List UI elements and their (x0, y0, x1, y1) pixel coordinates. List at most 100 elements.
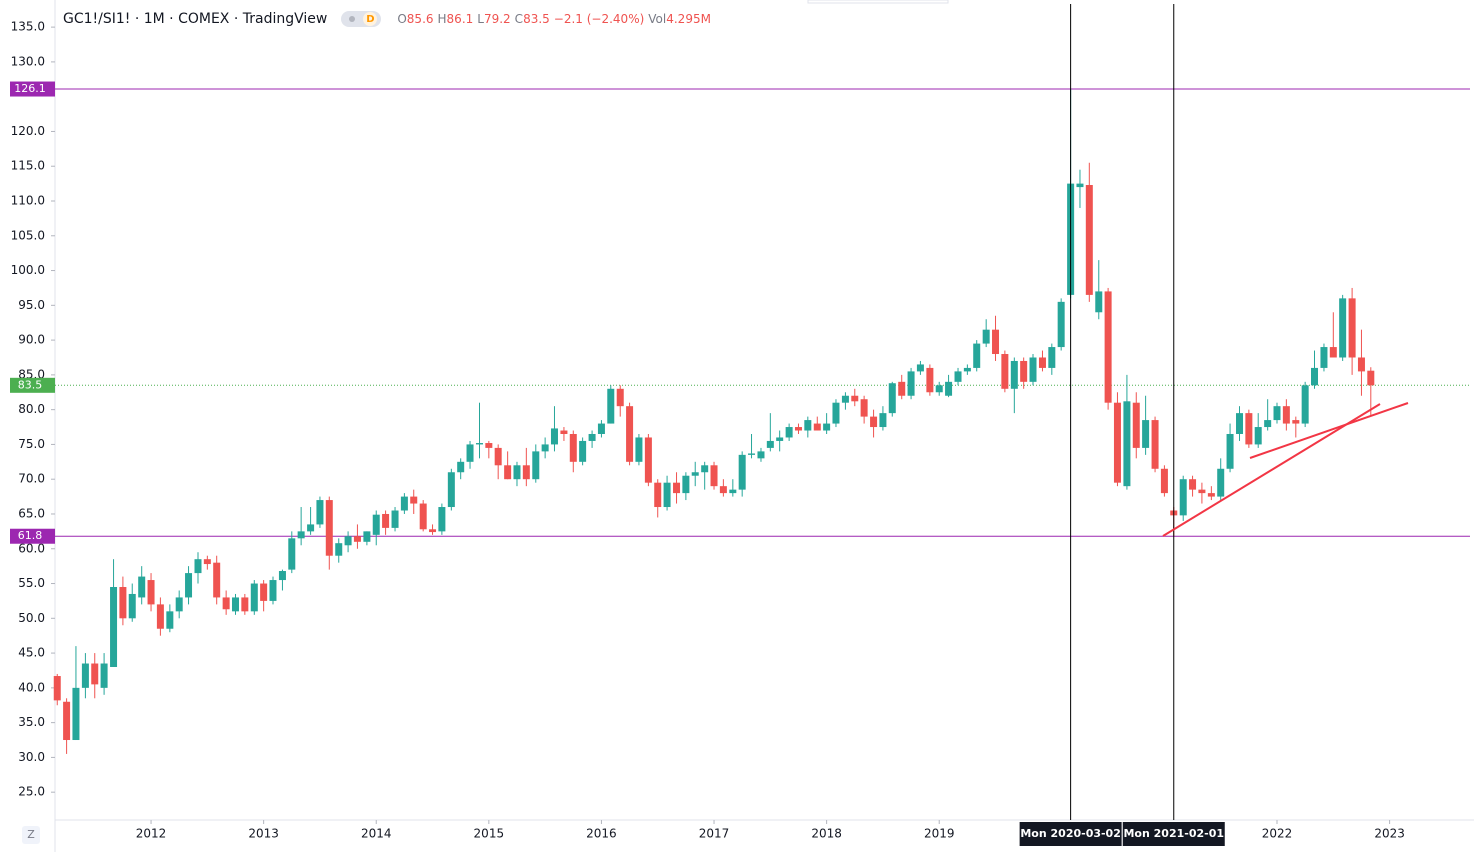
candle-body (550, 428, 558, 445)
candle-body (1132, 402, 1140, 448)
x-tick-label: 2012 (136, 827, 167, 841)
candle-body (1001, 354, 1009, 389)
legend: GC1!/SI1! · 1M · COMEX · TradingView D O… (63, 9, 715, 29)
candle-body (541, 444, 549, 452)
candle-body (579, 440, 587, 462)
candle-body (429, 529, 437, 533)
candle-body (569, 433, 577, 462)
candle-body (738, 454, 746, 490)
candle-body (663, 482, 671, 508)
x-tick-label: 2016 (586, 827, 617, 841)
candle-body (832, 402, 840, 424)
candle-body (119, 587, 127, 619)
y-tick-label: 30.0 (18, 750, 45, 764)
change: −2.1 (−2.40%) (553, 12, 645, 26)
candle-body (963, 367, 971, 372)
price-label-box (10, 528, 55, 544)
candle-body (888, 383, 896, 414)
candle-body (1329, 347, 1337, 358)
x-tick-label: 2022 (1262, 827, 1293, 841)
candle-body (1038, 357, 1046, 368)
y-tick-label: 65.0 (18, 506, 45, 520)
candle-body (1292, 420, 1300, 424)
candle-body (372, 514, 380, 535)
candle-body (898, 381, 906, 396)
candle-body (954, 371, 962, 382)
candle-body (269, 580, 277, 601)
y-tick-label: 115.0 (11, 159, 45, 173)
candle-body (1357, 357, 1365, 372)
candle-body (81, 663, 89, 688)
trend-line (1249, 402, 1409, 459)
price-label-box (10, 81, 55, 97)
candle-body (588, 433, 596, 441)
y-tick-label: 110.0 (11, 194, 45, 208)
candle-body (297, 531, 305, 539)
x-tick-label: 2018 (811, 827, 842, 841)
ohlc-value: 85.6 (406, 12, 434, 26)
candle-body (110, 587, 118, 667)
x-tick-label: 2019 (924, 827, 955, 841)
candle-body (1245, 413, 1253, 445)
date-label-box (1019, 822, 1122, 846)
candle-body (400, 496, 408, 511)
candle-body (475, 443, 483, 445)
candle-body (391, 510, 399, 528)
y-tick-label: 135.0 (11, 20, 45, 34)
y-tick-label: 75.0 (18, 437, 45, 451)
candle-body (916, 364, 924, 372)
candle-body (776, 437, 784, 441)
candle-body (841, 395, 849, 403)
candle-body (241, 597, 249, 612)
candle-body (457, 461, 465, 473)
candle-body (879, 413, 887, 428)
candle-body (485, 443, 493, 448)
candle-body (607, 388, 615, 424)
status-pill[interactable]: D (341, 11, 382, 27)
candle-body (1311, 367, 1319, 386)
candle-body (813, 423, 821, 431)
candle-body (851, 395, 859, 402)
candle-body (1282, 406, 1290, 424)
candle-body (1189, 479, 1197, 490)
y-tick-label: 95.0 (18, 298, 45, 312)
price-label: 126.1 (14, 82, 46, 95)
labels: 25.0 30.0 35.0 40.0 45.0 50.0 55.0 60.0 65.0 70.0… (10, 20, 1405, 846)
candle-body (1104, 291, 1112, 403)
candle-body (156, 604, 164, 629)
ohlc-label: H (437, 12, 447, 26)
candle-body (447, 472, 455, 508)
candle-body (597, 423, 605, 434)
candle-body (147, 580, 155, 605)
candle-body (748, 453, 756, 455)
candle-body (701, 465, 709, 473)
y-tick-label: 50.0 (18, 611, 45, 625)
candle-body (644, 437, 652, 483)
date-label: Mon 2021-02-01 (1123, 827, 1224, 840)
candle-body (982, 329, 990, 344)
date-label: Mon 2020-03-02 (1020, 827, 1121, 840)
candle-body (1029, 357, 1037, 382)
candle-body (288, 538, 296, 570)
ohlc-value: 79.2 (483, 12, 511, 26)
candle-body (213, 562, 221, 598)
x-tick-label: 2023 (1374, 827, 1405, 841)
candle-body (91, 663, 99, 685)
ohlc: O 85.6 H 86.1 L 79.2 C 83.5 (397, 12, 553, 26)
candle-body (785, 427, 793, 438)
candle-body (222, 597, 230, 610)
candle-body (504, 465, 512, 480)
candle-body (494, 447, 502, 466)
candle-body (1367, 370, 1375, 386)
y-tick-label: 120.0 (11, 124, 45, 138)
candle-body (907, 371, 915, 396)
candle-body (766, 440, 774, 448)
candle-body (1254, 427, 1262, 445)
candle-body (100, 663, 108, 688)
scale-button[interactable] (22, 826, 40, 844)
candle-body (1264, 420, 1272, 428)
scale-button-label[interactable]: Z (27, 828, 35, 841)
y-tick-label: 35.0 (18, 715, 45, 729)
